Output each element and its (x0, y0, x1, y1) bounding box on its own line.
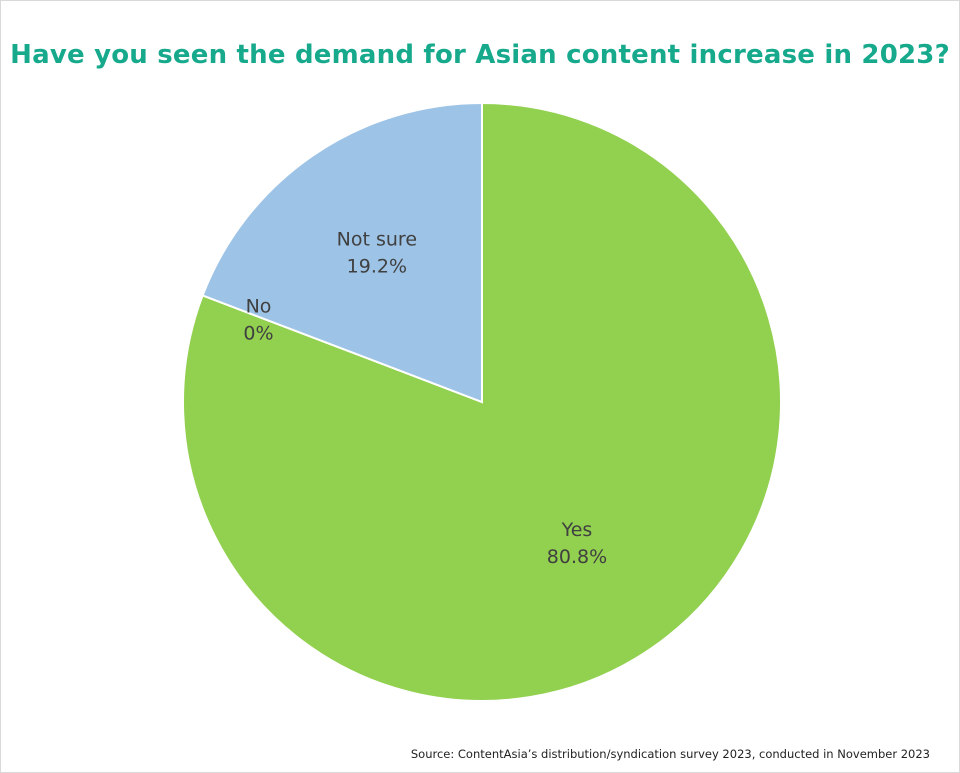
slice-value-no: 0% (243, 323, 273, 345)
source-note: Source: ContentAsia’s distribution/syndi… (410, 747, 930, 761)
pie-labels: Yes 80.8% No 0% Not sure 19.2% (243, 228, 607, 568)
slice-label-not-sure: Not sure (337, 228, 417, 250)
slice-label-no: No (246, 296, 272, 318)
slice-not-sure (201, 101, 483, 404)
slice-label-yes: Yes (561, 519, 593, 541)
chart-title: Have you seen the demand for Asian conte… (10, 40, 950, 70)
pie-slices (182, 101, 782, 702)
slice-value-not-sure: 19.2% (347, 255, 407, 277)
slice-value-yes: 80.8% (547, 546, 607, 568)
